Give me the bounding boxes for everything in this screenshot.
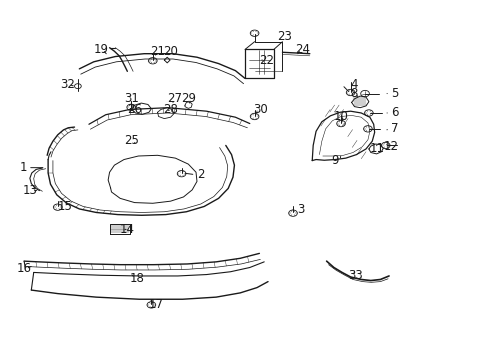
Text: 15: 15 [57, 200, 72, 213]
Text: 4: 4 [351, 78, 358, 91]
Text: 23: 23 [277, 30, 292, 43]
Text: 8: 8 [351, 87, 358, 100]
Text: 24: 24 [295, 43, 310, 56]
Text: 9: 9 [331, 154, 339, 167]
Text: 16: 16 [17, 262, 32, 275]
Text: 21: 21 [150, 45, 165, 58]
Text: 11: 11 [369, 142, 384, 155]
Text: 32: 32 [60, 78, 75, 91]
Text: 31: 31 [124, 93, 139, 105]
Text: 25: 25 [124, 134, 139, 147]
Text: 7: 7 [391, 122, 399, 135]
Text: 2: 2 [196, 168, 204, 181]
Text: 27: 27 [168, 93, 183, 105]
Text: 12: 12 [384, 140, 399, 153]
Text: 18: 18 [129, 271, 144, 284]
Text: 3: 3 [297, 203, 305, 216]
Text: 13: 13 [23, 184, 38, 197]
Text: 26: 26 [127, 103, 143, 116]
Text: 6: 6 [391, 107, 399, 120]
Text: 22: 22 [259, 54, 274, 67]
Text: 17: 17 [148, 298, 163, 311]
Text: 30: 30 [253, 103, 268, 116]
Text: 33: 33 [348, 270, 363, 283]
Text: 28: 28 [163, 103, 178, 116]
Text: 29: 29 [181, 93, 196, 105]
Text: 10: 10 [334, 110, 349, 123]
Text: 1: 1 [19, 161, 27, 174]
Text: 20: 20 [163, 45, 178, 58]
Text: 14: 14 [120, 223, 135, 236]
Text: 19: 19 [94, 43, 109, 56]
Text: 5: 5 [392, 87, 399, 100]
